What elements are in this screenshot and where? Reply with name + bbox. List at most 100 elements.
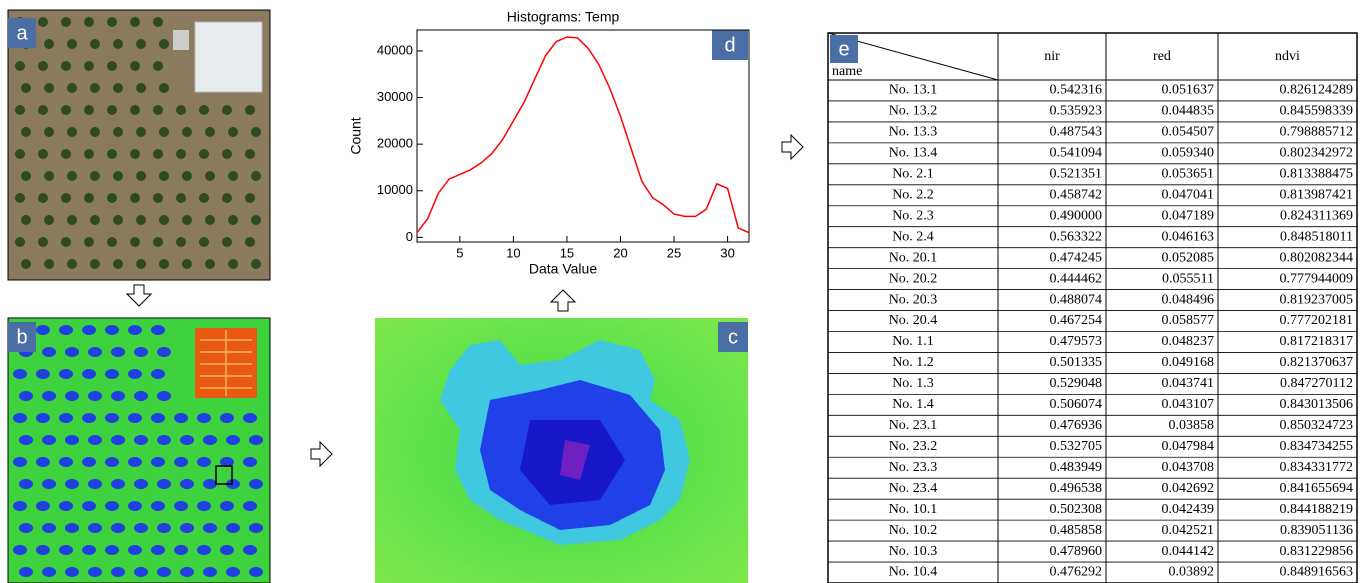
tree (21, 127, 31, 137)
panel-label: c (728, 326, 738, 348)
tree-ndvi (36, 325, 50, 335)
tree (222, 149, 232, 159)
tree-ndvi (88, 523, 102, 533)
tree (228, 171, 238, 181)
tree (107, 193, 117, 203)
tree-ndvi (134, 567, 148, 577)
tree (136, 171, 146, 181)
roof-stripes (200, 330, 252, 396)
tree (44, 215, 54, 225)
tree-ndvi (151, 545, 165, 555)
tree-ndvi (243, 545, 257, 555)
tree (245, 237, 255, 247)
tree-ndvi (59, 325, 73, 335)
tree-ndvi (180, 435, 194, 445)
cell: 0.502308 (1050, 502, 1103, 517)
tree (205, 171, 215, 181)
tree (84, 61, 94, 71)
cell: 0.847270112 (1280, 376, 1353, 391)
tree-ndvi (105, 325, 119, 335)
tree-ndvi (82, 545, 96, 555)
tree (130, 149, 140, 159)
cell: 0.844188219 (1280, 502, 1354, 517)
tree-ndvi (134, 347, 148, 357)
tree (176, 149, 186, 159)
cell: No. 1.2 (892, 355, 934, 370)
tree (90, 127, 100, 137)
tree (84, 105, 94, 115)
cell: 0.476936 (1050, 418, 1103, 433)
tree-ndvi (220, 501, 234, 511)
cell: 0.485858 (1050, 523, 1103, 538)
tree (153, 193, 163, 203)
cell: 0.476292 (1050, 565, 1103, 580)
tree-ndvi (42, 523, 56, 533)
tree-ndvi (65, 479, 79, 489)
tree (130, 17, 140, 27)
tree (44, 259, 54, 269)
tree (38, 193, 48, 203)
cell: 0.826124289 (1280, 83, 1354, 98)
tree-ndvi (220, 457, 234, 467)
cell: 0.043708 (1162, 460, 1215, 475)
tree (228, 259, 238, 269)
cell: 0.802082344 (1280, 250, 1354, 265)
x-tick-label: 25 (667, 245, 681, 260)
tree-ndvi (82, 501, 96, 511)
tree-ndvi (134, 523, 148, 533)
y-tick-label: 10000 (377, 182, 413, 197)
tree (90, 39, 100, 49)
cell: 0.487543 (1050, 125, 1103, 140)
cell: 0.467254 (1050, 313, 1103, 328)
tree-ndvi (174, 413, 188, 423)
cell: 0.848916563 (1280, 565, 1354, 580)
cell: No. 1.1 (892, 334, 934, 349)
cell: 0.058577 (1162, 313, 1215, 328)
tree-ndvi (82, 369, 96, 379)
header-cell: name (832, 64, 862, 79)
tree-ndvi (249, 567, 263, 577)
tree (251, 215, 261, 225)
tree-peak (560, 440, 590, 480)
tree (113, 215, 123, 225)
cell: No. 23.1 (889, 418, 938, 433)
tree (182, 171, 192, 181)
header-cell: red (1153, 49, 1171, 64)
cell: 0.813388475 (1280, 167, 1354, 182)
tree (130, 105, 140, 115)
label-box (8, 18, 36, 48)
tree (38, 237, 48, 247)
tree (251, 171, 261, 181)
tree (38, 149, 48, 159)
cell: No. 13.2 (889, 104, 938, 119)
tree-ndvi (157, 567, 171, 577)
header-cell: ndvi (1275, 49, 1300, 64)
cell: No. 20.3 (889, 292, 938, 307)
tree-ndvi (134, 435, 148, 445)
cell: No. 10.2 (889, 523, 938, 538)
cell: 0.798885712 (1280, 125, 1354, 140)
arrow-right (781, 133, 804, 161)
line (416, 36, 750, 234)
cell: No. 2.3 (892, 208, 934, 223)
label-box (712, 30, 748, 60)
panel-label: d (724, 34, 735, 56)
cell: No. 23.3 (889, 460, 938, 475)
y-axis-label: Count (348, 117, 364, 154)
ndvi-trees (13, 325, 263, 577)
cell: 0.824311369 (1280, 208, 1353, 223)
tree (176, 193, 186, 203)
tree-ndvi (203, 523, 217, 533)
tree (113, 127, 123, 137)
tree (245, 149, 255, 159)
tree-ndvi (128, 457, 142, 467)
cell: 0.458742 (1050, 187, 1103, 202)
label-box (8, 322, 36, 352)
tree (153, 105, 163, 115)
tree-ndvi (36, 369, 50, 379)
tree-ndvi (128, 545, 142, 555)
tree (44, 171, 54, 181)
tree (107, 237, 117, 247)
tree-ndvi (151, 501, 165, 511)
